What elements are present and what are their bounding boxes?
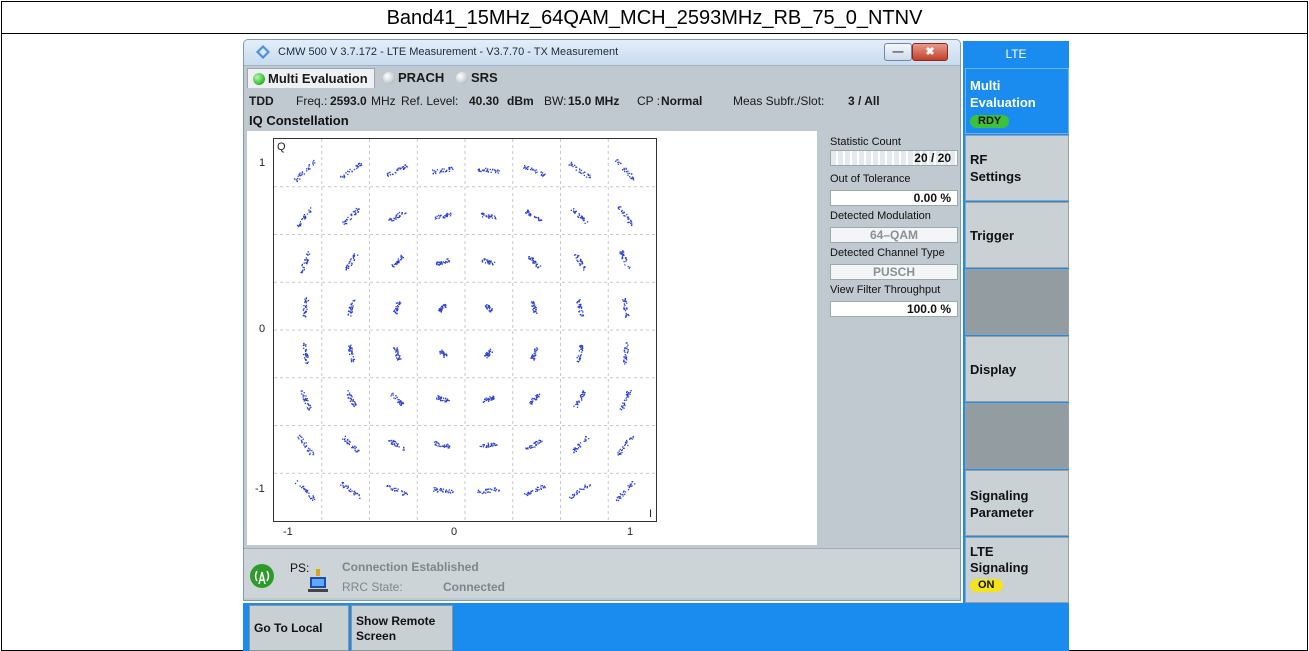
freq-label: Freq.: [296, 94, 328, 108]
softkey-label: Parameter [970, 505, 1034, 520]
ref-level-unit: dBm [507, 94, 534, 108]
view-filter-throughput-value: 100.0 % [830, 301, 958, 317]
softkey-label: Signaling [970, 560, 1029, 575]
constellation-plot: Q I [273, 138, 657, 522]
freq-value: 2593.0 [330, 94, 367, 108]
constellation-points [293, 159, 636, 502]
grid-lines [274, 139, 656, 521]
button-label: Show Remote [356, 614, 436, 628]
tab-multi-evaluation[interactable]: Multi Evaluation [247, 68, 375, 88]
softkey-label: Trigger [970, 228, 1015, 243]
go-to-local-button[interactable]: Go To Local [249, 605, 349, 651]
tab-srs[interactable]: SRS [451, 68, 509, 88]
i-axis-label: I [648, 508, 652, 520]
softkey-label: Signaling [970, 488, 1029, 503]
connection-status-bar: PS: Connection Established RRC State: Co… [244, 548, 960, 598]
bw-value: 15.0 MHz [568, 94, 620, 108]
side-menu: LTE Multi Evaluation RDY RF Settings Tri… [963, 41, 1069, 603]
softkey-bar: Go To Local Show Remote Screen [243, 603, 1069, 651]
y-tick-label: 1 [259, 157, 266, 169]
x-tick-label: 0 [451, 526, 458, 538]
button-label: Screen [356, 629, 397, 643]
statistic-count-value: 20 / 20 [830, 150, 958, 166]
meas-subframe-label: Meas Subfr./Slot: [733, 94, 825, 108]
out-of-tolerance-label: Out of Tolerance [830, 173, 911, 185]
connection-status: Connection Established [342, 560, 479, 574]
antenna-icon [250, 564, 274, 588]
cp-value: Normal [661, 94, 703, 108]
window-title: CMW 500 V 3.7.172 - LTE Measurement - V3… [278, 46, 619, 58]
detected-channel-type-label: Detected Channel Type [830, 247, 945, 259]
x-tick-label: 1 [627, 526, 634, 538]
view-filter-throughput-label: View Filter Throughput [830, 284, 941, 296]
tab-label: PRACH [398, 70, 445, 85]
side-menu-header: LTE [1005, 47, 1027, 61]
show-remote-screen-button[interactable]: Show Remote Screen [351, 605, 453, 651]
tab-label: Multi Evaluation [268, 71, 368, 86]
detected-modulation-label: Detected Modulation [830, 210, 931, 222]
statistic-count-label: Statistic Count [830, 136, 901, 148]
title-bar: CMW 500 V 3.7.172 - LTE Measurement - V3… [244, 40, 960, 66]
freq-unit: MHz [371, 94, 396, 108]
multi-evaluation-softkey[interactable]: Multi Evaluation RDY [965, 68, 1069, 134]
rdy-badge: RDY [970, 115, 1010, 128]
trigger-softkey[interactable]: Trigger [965, 202, 1069, 268]
detected-channel-type-value: PUSCH [830, 264, 958, 280]
rrc-state-label: RRC State: [342, 580, 403, 594]
tab-label: SRS [471, 70, 498, 85]
duplex-mode: TDD [249, 94, 274, 108]
softkey-label: Multi [970, 78, 1001, 93]
x-tick-label: -1 [283, 526, 293, 538]
network-computer-icon [308, 569, 328, 592]
bw-label: BW: [544, 94, 567, 108]
minimize-button[interactable]: — [884, 43, 912, 61]
y-tick-label: 0 [259, 323, 266, 335]
display-softkey[interactable]: Display [965, 336, 1069, 402]
ps-label: PS: [290, 561, 310, 575]
meas-subframe-value: 3 / All [848, 94, 880, 108]
constellation-panel: Q I 1 0 -1 -1 0 1 [247, 131, 817, 545]
cp-label: CP : [637, 94, 661, 108]
empty-softkey [965, 269, 1069, 335]
empty-softkey [965, 403, 1069, 469]
ref-level-value: 40.30 [469, 94, 500, 108]
softkey-label: Evaluation [970, 95, 1036, 110]
measurement-window: CMW 500 V 3.7.172 - LTE Measurement - V3… [243, 39, 961, 601]
on-badge: ON [970, 579, 1003, 592]
softkey-label: Settings [970, 169, 1022, 184]
constellation-svg [274, 139, 656, 521]
tab-prach[interactable]: PRACH [378, 68, 448, 88]
softkey-label: LTE [970, 544, 994, 559]
signaling-parameter-softkey[interactable]: Signaling Parameter [965, 470, 1069, 536]
y-tick-label: -1 [255, 483, 265, 495]
q-axis-label: Q [277, 141, 286, 153]
status-led-icon [456, 72, 468, 84]
button-label: Go To Local [254, 621, 323, 635]
lte-signaling-softkey[interactable]: LTE Signaling ON [965, 537, 1069, 603]
detected-modulation-value: 64–QAM [830, 227, 958, 243]
softkey-label: RF [970, 152, 988, 167]
softkey-label: Display [970, 362, 1017, 377]
close-button[interactable]: ✖ [912, 43, 948, 61]
iq-constellation-title: IQ Constellation [249, 113, 349, 128]
rf-settings-softkey[interactable]: RF Settings [965, 135, 1069, 201]
status-led-icon [253, 73, 265, 85]
app-icon [256, 45, 270, 59]
tab-bar: Multi Evaluation PRACH SRS [244, 68, 960, 88]
page-caption: Band41_15MHz_64QAM_MCH_2593MHz_RB_75_0_N… [1, 1, 1308, 33]
rrc-state-value: Connected [443, 580, 506, 594]
ref-level-label: Ref. Level: [401, 94, 459, 108]
out-of-tolerance-value: 0.00 % [830, 190, 958, 206]
measurement-info-bar: TDD Freq.: 2593.0 MHz Ref. Level: 40.30 … [244, 92, 960, 110]
status-led-icon [383, 72, 395, 84]
